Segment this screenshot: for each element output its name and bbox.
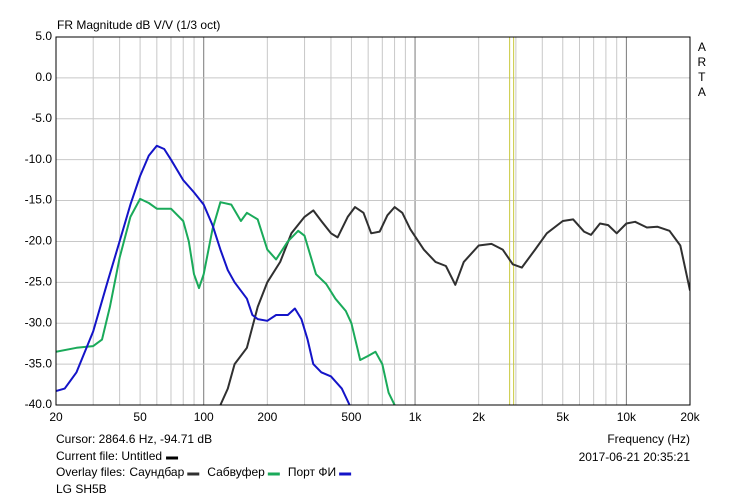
y-tick-label: 5.0 [35,29,52,43]
y-tick-label: -40.0 [25,397,53,411]
y-tick-label: -30.0 [25,315,53,329]
series-line [219,206,690,405]
chart-title: FR Magnitude dB V/V (1/3 oct) [57,18,220,32]
y-tick-label: 0.0 [35,70,52,84]
legend-label[interactable]: Порт ФИ [288,465,336,479]
x-axis-label: Frequency (Hz) [607,432,690,446]
y-tick-label: -35.0 [25,356,53,370]
x-tick-label: 100 [194,410,214,424]
legend-label[interactable]: Сабвуфер [207,465,265,479]
cursor-readout: Cursor: 2864.6 Hz, -94.71 dB [56,432,212,446]
y-tick-label: -10.0 [25,152,53,166]
x-tick-label: 20k [680,410,700,424]
x-tick-label: 20 [49,410,63,424]
y-tick-label: -5.0 [31,111,52,125]
timestamp: 2017-06-21 20:35:21 [579,450,691,464]
y-tick-label: -20.0 [25,234,53,248]
y-tick-label: -25.0 [25,275,53,289]
series-line [56,144,351,405]
side-label: ARTA [695,40,709,100]
x-tick-label: 1k [409,410,423,424]
series-line [56,197,396,405]
legend-label[interactable]: Саундбар [129,465,184,479]
current-file: Current file: Untitled [56,449,162,463]
plot-frame [55,36,691,406]
x-tick-label: 5k [556,410,570,424]
overlay-label: Overlay files: [56,465,125,479]
x-tick-label: 50 [133,410,147,424]
x-tick-label: 10k [617,410,637,424]
x-tick-label: 2k [472,410,486,424]
x-tick-label: 200 [257,410,277,424]
y-tick-label: -15.0 [25,193,53,207]
device-label: LG SH5B [56,482,107,496]
x-tick-label: 500 [341,410,361,424]
